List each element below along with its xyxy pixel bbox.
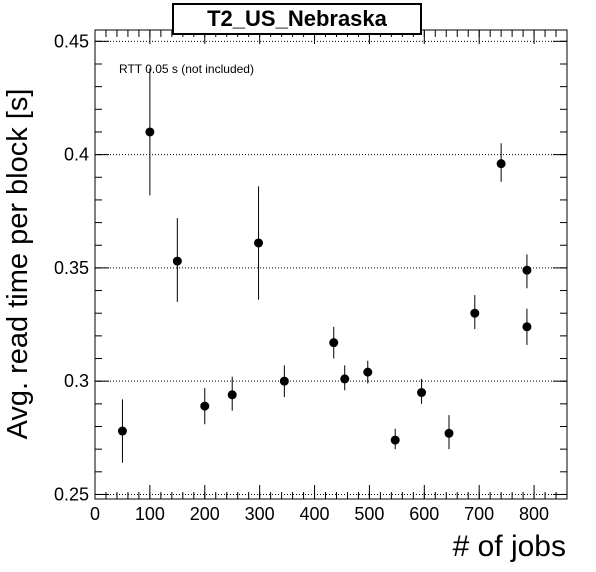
- data-point: [363, 367, 373, 377]
- y-axis-label: Avg. read time per block [s]: [2, 89, 34, 440]
- axis-layer: 0.25 0.3 0.35 0.4 0.45 0 100 200 300 400 500 600 700…: [54, 30, 568, 524]
- y-tick-label: 0.3: [64, 371, 89, 391]
- chart-title: T2_US_Nebraska: [172, 3, 422, 35]
- x-tick-label: 300: [245, 504, 275, 524]
- data-point: [496, 159, 506, 169]
- plot-frame: [94, 29, 568, 500]
- x-tick-label: 500: [354, 504, 384, 524]
- data-point: [390, 435, 400, 445]
- x-tick-label: 800: [519, 504, 549, 524]
- x-tick-label: 100: [135, 504, 165, 524]
- y-tick-label: 0.25: [54, 484, 89, 504]
- y-tick-label: 0.4: [64, 145, 89, 165]
- data-point: [444, 428, 454, 438]
- y-tick-label: 0.45: [54, 31, 89, 51]
- x-tick-label: 700: [464, 504, 494, 524]
- data-point: [522, 322, 532, 332]
- x-tick-label: 400: [300, 504, 330, 524]
- y-tick-label: 0.35: [54, 258, 89, 278]
- data-point: [470, 308, 480, 318]
- data-point: [227, 390, 237, 400]
- rtt-annotation: RTT 0.05 s (not included): [119, 62, 254, 76]
- data-point: [145, 127, 155, 137]
- data-point: [117, 426, 127, 436]
- data-point: [329, 338, 339, 348]
- x-tick-label: 200: [190, 504, 220, 524]
- data-point: [200, 401, 210, 411]
- x-tick-label: 600: [409, 504, 439, 524]
- data-point: [254, 238, 264, 248]
- grid-layer: [95, 40, 567, 495]
- data-point: [417, 388, 427, 398]
- points-layer: [117, 68, 532, 463]
- x-axis-label: # of jobs: [453, 530, 566, 563]
- data-point: [172, 256, 182, 266]
- x-tick-label: 0: [90, 504, 100, 524]
- data-point: [522, 265, 532, 275]
- data-point: [340, 374, 350, 384]
- data-point: [279, 376, 289, 386]
